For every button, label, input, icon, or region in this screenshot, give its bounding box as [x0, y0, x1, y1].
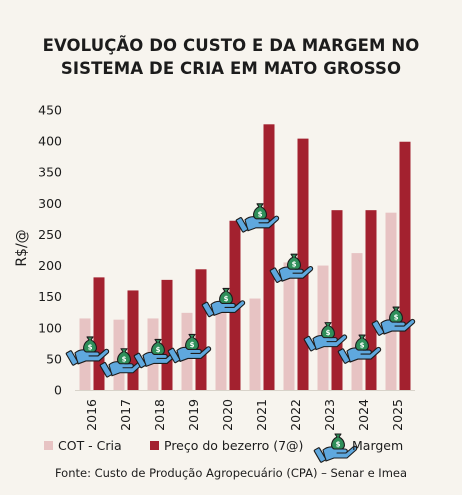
- bar-cot-cria: [283, 262, 295, 390]
- bar-cot-cria: [249, 298, 261, 390]
- source-note: Fonte: Custo de Produção Agropecuário (C…: [54, 466, 408, 480]
- y-tick-label: 250: [38, 227, 62, 242]
- bar-preco-bezerro: [127, 290, 139, 390]
- bar-preco-bezerro: [297, 138, 309, 390]
- bar-preco-bezerro: [365, 210, 377, 390]
- y-tick-label: 150: [38, 289, 62, 304]
- x-tick-label: 2018: [152, 399, 167, 431]
- x-tick-label: 2020: [220, 399, 235, 431]
- y-tick-label: 200: [38, 258, 62, 273]
- legend: COT - Cria Preço do bezerro (7@) Margem: [44, 433, 403, 464]
- x-tick-label: 2024: [356, 399, 371, 431]
- x-tick-label: 2023: [322, 399, 337, 431]
- x-tick-label: 2021: [254, 399, 269, 431]
- legend-label-cot-cria: COT - Cria: [58, 438, 122, 453]
- legend-swatch-cot-cria: [44, 441, 53, 450]
- y-axis-label: R$/@: [14, 229, 30, 266]
- bar-preco-bezerro: [399, 141, 411, 390]
- y-tick-label: 100: [38, 320, 62, 335]
- y-tick-label: 400: [38, 134, 62, 149]
- chart-title: EVOLUÇÃO DO CUSTO E DA MARGEM NO SISTEMA…: [0, 34, 462, 80]
- chart-title-line-2: SISTEMA DE CRIA EM MATO GROSSO: [60, 59, 402, 78]
- bar-preco-bezerro: [93, 277, 105, 390]
- chart-title-line-1: EVOLUÇÃO DO CUSTO E DA MARGEM NO: [42, 36, 420, 55]
- x-tick-label: 2019: [186, 399, 201, 431]
- bar-preco-bezerro: [263, 124, 275, 391]
- y-tick-label: 300: [38, 196, 62, 211]
- bar-cot-cria: [351, 253, 363, 390]
- y-tick-label: 50: [46, 351, 62, 366]
- bar-cot-cria: [317, 265, 329, 390]
- bar-cot-cria: [215, 310, 227, 390]
- legend-label-margem: Margem: [352, 438, 403, 453]
- bar-preco-bezerro: [331, 210, 343, 390]
- x-tick-label: 2017: [118, 399, 133, 431]
- x-tick-label: 2025: [390, 399, 405, 431]
- y-tick-label: 0: [54, 383, 62, 398]
- bar-cot-cria: [385, 212, 397, 390]
- x-tick-label: 2016: [84, 399, 99, 431]
- legend-swatch-preco-bezerro: [150, 441, 159, 450]
- legend-icon-margem: [313, 433, 358, 464]
- x-tick-label: 2022: [288, 399, 303, 431]
- y-tick-label: 450: [38, 103, 62, 118]
- y-tick-label: 350: [38, 165, 62, 180]
- bar-preco-bezerro: [161, 279, 173, 390]
- legend-label-preco-bezerro: Preço do bezerro (7@): [164, 438, 303, 453]
- bar-preco-bezerro: [195, 269, 207, 390]
